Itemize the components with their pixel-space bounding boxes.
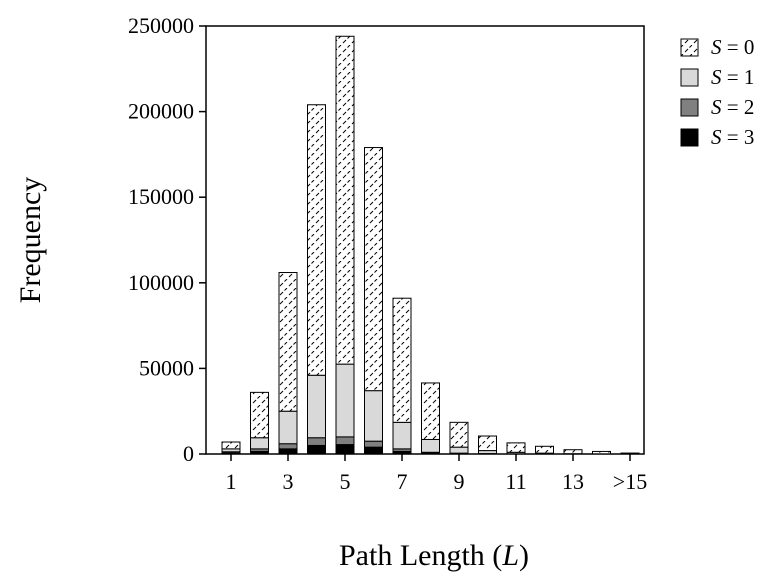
bar-3-s-3 <box>278 448 298 455</box>
x-tick-label-13: 13 <box>562 469 584 494</box>
bar-3-s-1 <box>278 410 298 445</box>
bar-2-s-0 <box>250 391 269 439</box>
bar-4-s-1 <box>307 374 326 439</box>
bar-1-s-0 <box>221 441 241 450</box>
y-tick-label-200000: 200000 <box>128 99 194 124</box>
x-tick-label-5: 5 <box>340 469 351 494</box>
y-tick-label-150000: 150000 <box>128 184 194 209</box>
bar-13-s-0 <box>563 449 583 455</box>
bar-3-s-0 <box>278 272 298 412</box>
y-axis: 0 50000 100000 150000 200000 250000 <box>128 13 206 466</box>
bar-7-s-0 <box>392 297 412 423</box>
bar-6-s-3 <box>364 446 383 455</box>
x-axis-title-text: Path Length ( <box>339 539 502 572</box>
x-tick-label-3: 3 <box>283 469 294 494</box>
bar-9-s-1 <box>449 446 469 454</box>
bar-5-s-3 <box>335 444 355 455</box>
x-axis: 1 3 5 7 9 11 13 >15 <box>226 454 647 494</box>
bar-3-s-2 <box>278 443 298 450</box>
bar-15-s-0 <box>620 452 640 455</box>
bar-5-s-0 <box>335 35 355 365</box>
bar-4-s-2 <box>307 437 326 446</box>
legend-label-0: S = 0 <box>711 35 754 59</box>
legend-label-3: S = 3 <box>711 125 754 149</box>
x-tick-label-15: >15 <box>613 469 647 494</box>
bar-2-s-1 <box>250 437 269 450</box>
legend-label-2: S = 2 <box>711 95 754 119</box>
legend-swatch-2 <box>680 98 699 117</box>
bar-5-s-1 <box>335 363 355 438</box>
y-tick-label-100000: 100000 <box>128 270 194 295</box>
bar-7-s-1 <box>392 421 412 450</box>
y-tick-label-250000: 250000 <box>128 13 194 38</box>
legend-swatch-1 <box>680 68 699 87</box>
legend-label-1: S = 1 <box>711 65 754 89</box>
y-tick-label-0: 0 <box>183 441 194 466</box>
bar-11-s-0 <box>506 442 526 453</box>
bar-14-s-0 <box>592 450 611 455</box>
bar-8-s-0 <box>421 382 440 440</box>
bar-9-s-0 <box>449 421 469 448</box>
legend-swatch-0 <box>680 38 699 57</box>
y-axis-title: Frequency <box>14 177 47 304</box>
x-tick-label-9: 9 <box>454 469 465 494</box>
bar-12-s-0 <box>535 445 554 454</box>
bar-8-s-1 <box>421 438 440 453</box>
bar-4-s-0 <box>307 104 326 376</box>
x-axis-title: Path Length (L) <box>339 539 529 572</box>
y-tick-label-50000: 50000 <box>139 355 194 380</box>
legend: S = 0 S = 1 S = 2 S = 3 <box>680 35 754 149</box>
x-tick-label-7: 7 <box>397 469 408 494</box>
bars <box>221 35 640 455</box>
bar-6-s-0 <box>364 147 383 392</box>
x-axis-title-var: L <box>501 539 519 572</box>
legend-swatch-3 <box>680 128 699 147</box>
bar-5-s-2 <box>335 436 355 446</box>
x-tick-label-11: 11 <box>505 469 526 494</box>
bar-6-s-1 <box>364 390 383 442</box>
bar-6-s-2 <box>364 440 383 448</box>
x-axis-title-end: ) <box>519 539 529 572</box>
bar-10-s-0 <box>478 435 497 452</box>
bar-4-s-3 <box>307 444 326 455</box>
x-tick-label-1: 1 <box>226 469 237 494</box>
